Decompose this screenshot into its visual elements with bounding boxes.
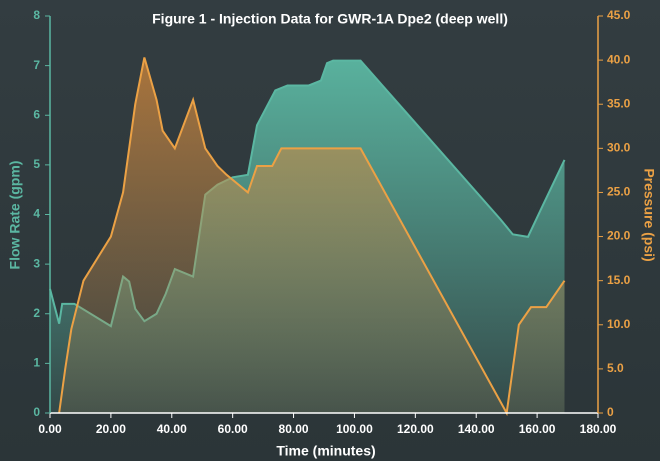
y-tick-label: 5 — [33, 157, 40, 171]
y-tick-label: 4 — [33, 207, 40, 221]
x-tick-label: 60.00 — [218, 422, 248, 436]
y2-axis-label: Pressure (psi) — [641, 168, 657, 261]
y-tick-label: 2 — [33, 306, 40, 320]
y-tick-label: 1 — [33, 356, 40, 370]
x-tick-label: 20.00 — [96, 422, 126, 436]
x-tick-label: 120.00 — [397, 422, 434, 436]
y2-tick-label: 25.0 — [607, 185, 631, 199]
y-tick-label: 8 — [33, 8, 40, 22]
y-tick-label: 7 — [33, 58, 40, 72]
y2-tick-label: 40.0 — [607, 52, 631, 66]
x-tick-label: 140.00 — [458, 422, 495, 436]
x-tick-label: 180.00 — [580, 422, 617, 436]
y-tick-label: 3 — [33, 256, 40, 270]
x-axis-label: Time (minutes) — [276, 443, 375, 459]
chart-title: Figure 1 - Injection Data for GWR-1A Dpe… — [152, 11, 508, 27]
x-tick-label: 100.00 — [336, 422, 373, 436]
y-tick-label: 0 — [33, 405, 40, 419]
y2-tick-label: 5.0 — [607, 361, 624, 375]
y2-tick-label: 35.0 — [607, 96, 631, 110]
area — [59, 57, 565, 413]
y2-tick-label: 10.0 — [607, 317, 631, 331]
x-tick-label: 40.00 — [157, 422, 187, 436]
y2-tick-label: 0 — [607, 405, 614, 419]
y2-tick-label: 15.0 — [607, 273, 631, 287]
x-tick-label: 160.00 — [519, 422, 556, 436]
y2-tick-label: 30.0 — [607, 141, 631, 155]
y-axis-label: Flow Rate (gpm) — [7, 161, 23, 270]
y2-tick-label: 45.0 — [607, 8, 631, 22]
y-tick-label: 6 — [33, 107, 40, 121]
y2-tick-label: 20.0 — [607, 229, 631, 243]
x-tick-label: 0.00 — [38, 422, 62, 436]
x-tick-label: 80.00 — [279, 422, 309, 436]
line — [58, 57, 566, 417]
